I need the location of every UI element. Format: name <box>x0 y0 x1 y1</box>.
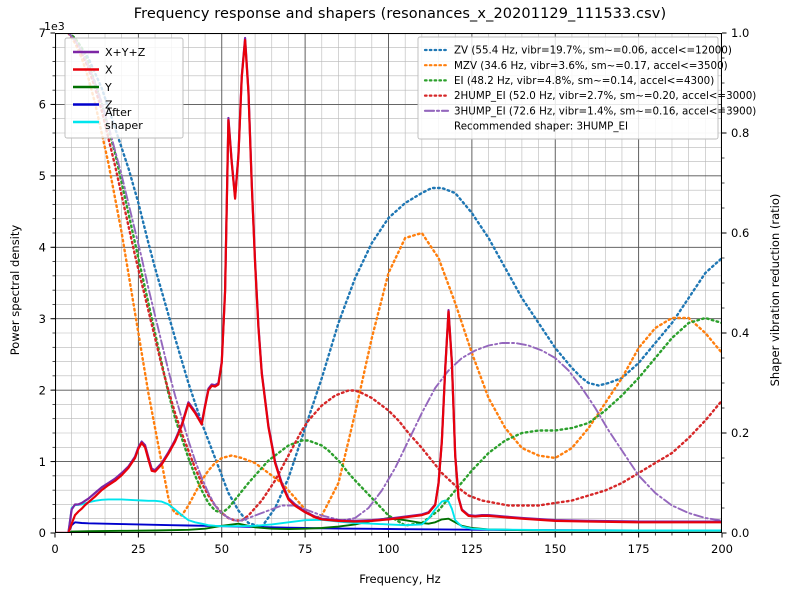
svg-text:4: 4 <box>39 240 46 254</box>
svg-text:100: 100 <box>378 542 400 556</box>
shaper-curve-ei <box>67 33 722 527</box>
svg-text:150: 150 <box>544 542 566 556</box>
psd-curve-x <box>55 39 722 533</box>
y-axis-label-left: Power spectral density <box>8 224 22 356</box>
svg-text:2: 2 <box>39 383 46 397</box>
svg-text:1: 1 <box>39 455 46 469</box>
svg-text:125: 125 <box>461 542 483 556</box>
shaper-curve-2hump_ei <box>67 33 722 522</box>
svg-text:50: 50 <box>214 542 229 556</box>
svg-text:6: 6 <box>39 98 46 112</box>
y-axis-label-right: Shaper vibration reduction (ratio) <box>768 193 782 387</box>
svg-text:25: 25 <box>131 542 146 556</box>
svg-text:0: 0 <box>39 526 46 540</box>
svg-text:0: 0 <box>51 542 58 556</box>
psd-curve-z <box>55 521 722 533</box>
shaper-curve-mzv <box>67 33 722 520</box>
svg-text:175: 175 <box>628 542 650 556</box>
svg-text:0.2: 0.2 <box>731 426 749 440</box>
y-axis-multiplier-label: 1e3 <box>44 20 65 33</box>
plot-frame <box>55 33 722 533</box>
psd-curves <box>55 36 722 533</box>
plot-svg <box>55 33 722 533</box>
x-axis-label: Frequency, Hz <box>359 572 441 586</box>
shaper-curves <box>67 33 722 529</box>
shaper-curve-3hump_ei <box>67 33 722 522</box>
svg-text:5: 5 <box>39 169 46 183</box>
svg-text:0.4: 0.4 <box>731 326 749 340</box>
svg-text:200: 200 <box>711 542 733 556</box>
page-title: Frequency response and shapers (resonanc… <box>133 6 667 22</box>
svg-text:0.0: 0.0 <box>731 526 749 540</box>
psd-curve-after-shaper <box>55 498 722 533</box>
svg-text:1.0: 1.0 <box>731 26 749 40</box>
svg-text:0.8: 0.8 <box>731 126 749 140</box>
svg-text:3: 3 <box>39 312 46 326</box>
plot-area <box>55 33 722 533</box>
shaper-curve-zv <box>67 33 722 529</box>
svg-text:75: 75 <box>298 542 313 556</box>
svg-text:0.6: 0.6 <box>731 226 749 240</box>
